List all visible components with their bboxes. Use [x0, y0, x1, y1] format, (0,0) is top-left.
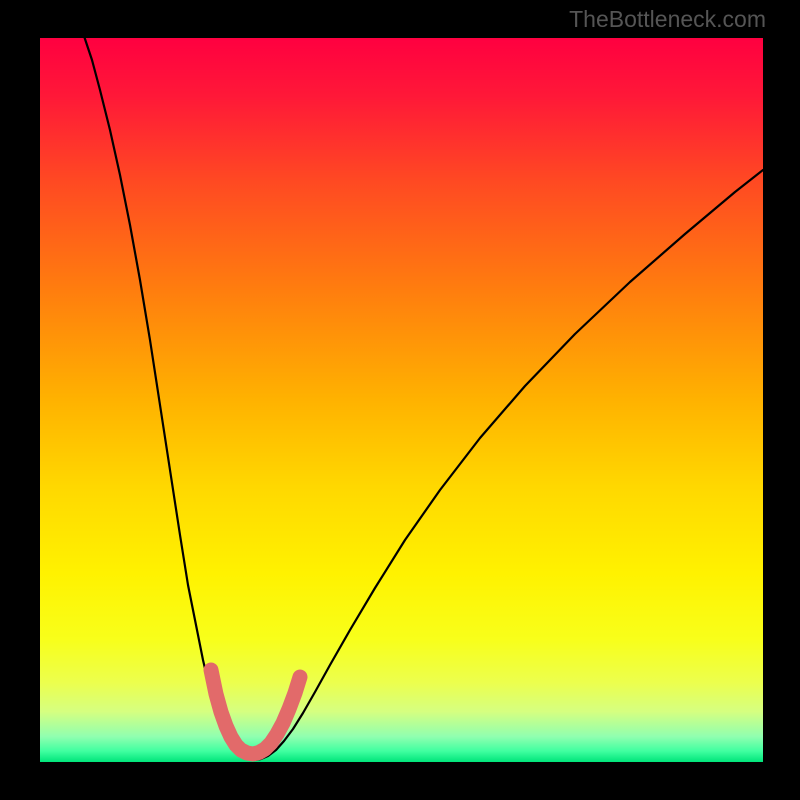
chart-container: TheBottleneck.com: [0, 0, 800, 800]
plot-gradient-background: [40, 38, 763, 762]
watermark-text: TheBottleneck.com: [569, 6, 766, 33]
